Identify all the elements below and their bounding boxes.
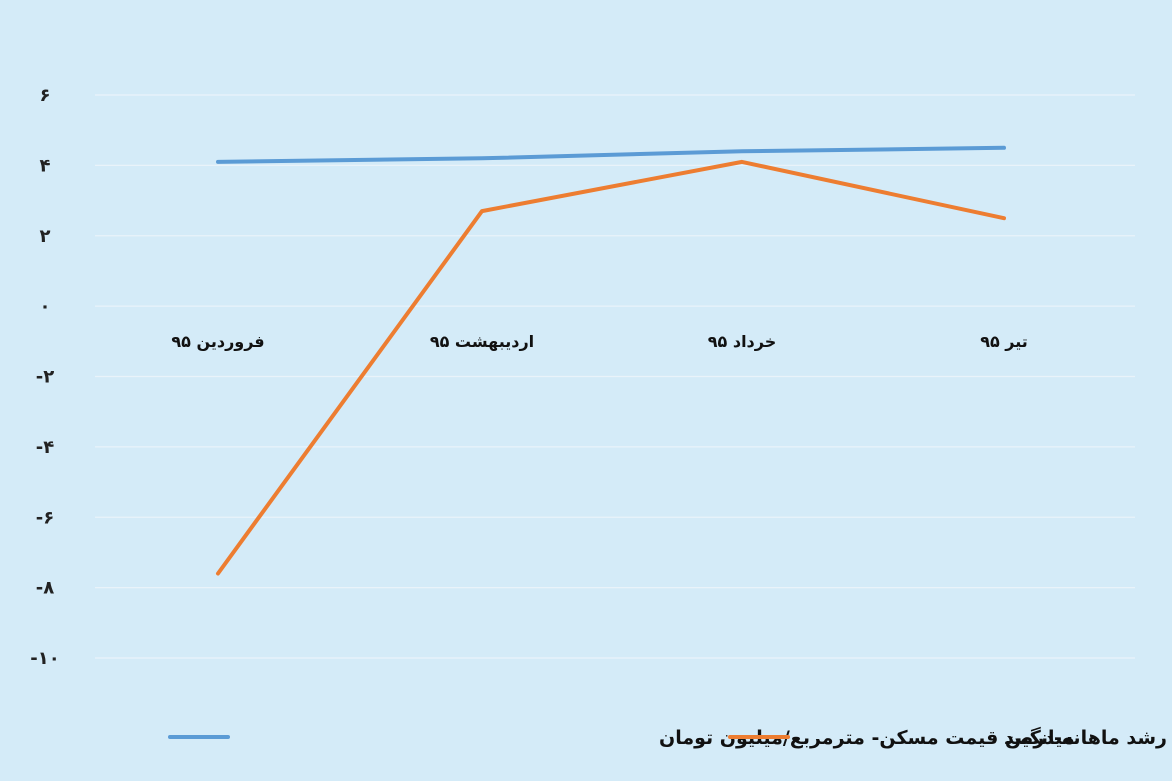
legend-label: نرخ رشد ماهانه-درصد (1004, 727, 1172, 749)
x-tick-label: اردیبهشت ۹۵ (430, 332, 534, 351)
y-tick-label: ۶ (40, 85, 51, 106)
y-tick-label: -۲ (36, 367, 54, 388)
legend-label: میانگین قیمت مسکن- مترمربع/میلیون تومان (659, 726, 1075, 749)
series-line-price (216, 145, 1006, 164)
y-tick-label: ۲ (40, 226, 51, 247)
series-line-growth (216, 159, 1006, 576)
x-tick-label: خرداد ۹۵ (708, 332, 777, 351)
y-tick-label: ۰ (40, 296, 51, 317)
y-tick-label: -۴ (36, 437, 54, 458)
x-tick-label: تیر ۹۵ (980, 332, 1028, 351)
y-tick-label: -۱۰ (30, 648, 59, 669)
y-tick-label: -۸ (36, 578, 54, 599)
gridlines (95, 94, 1135, 659)
legend: میانگین قیمت مسکن- مترمربع/میلیون تومانن… (168, 726, 1172, 749)
y-tick-label: ۴ (40, 155, 51, 176)
series-lines (216, 145, 1006, 576)
x-axis-tick-labels: فروردین ۹۵ اردیبهشت ۹۵ خرداد ۹۵ تیر ۹۵ (171, 332, 1027, 351)
y-tick-label: -۶ (36, 507, 54, 528)
x-tick-label: فروردین ۹۵ (171, 332, 264, 351)
y-axis-tick-labels: ۶ ۴ ۲ ۰ -۲ -۴ -۶ -۸ -۱۰ (30, 85, 59, 669)
